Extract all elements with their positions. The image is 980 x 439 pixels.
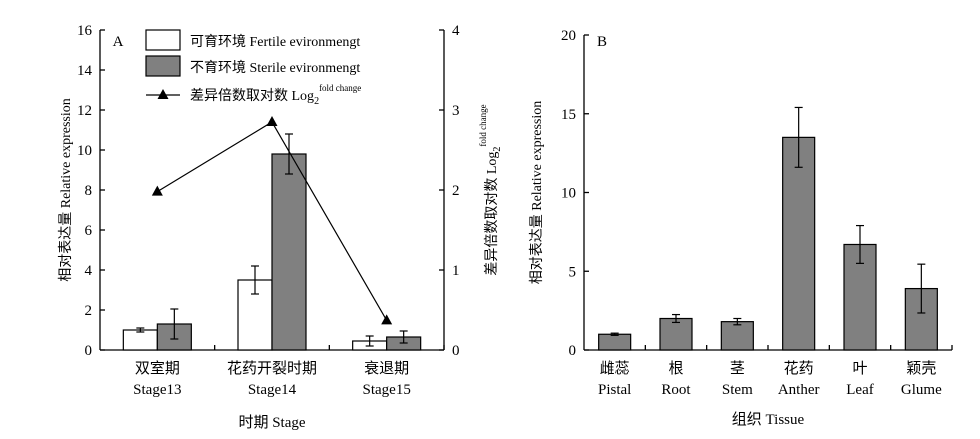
bar [659,317,693,351]
panel-a-y2-axis-title: 差异倍数取对数 Log2fold change [478,104,503,275]
panel-b-y-tick-label: 10 [561,186,576,202]
panel-b-y-tick-label: 5 [569,264,577,280]
bar [720,321,754,351]
panel-a-y-tick-label: 14 [77,63,93,79]
panel-b-category-label-cn: 雌蕊 [600,360,630,377]
panel-b-y-tick-label: 20 [561,28,576,44]
panel-a-y-tick-label: 10 [77,143,92,159]
legend-triangle-swatch [157,89,169,99]
panel-b-category-label-cn: 花药 [784,360,814,377]
panel-a-y2-tick-label: 2 [452,183,460,199]
panel-a-y-tick-label: 16 [77,23,93,39]
legend-label-fold-change: 差异倍数取对数 Log2fold change [190,83,361,107]
panel-b-category-label-cn: 茎 [730,360,745,377]
bar [122,329,158,351]
panel-a-y2-tick-label: 3 [452,103,460,119]
panel-b-y-tick-label: 0 [569,343,577,359]
panel-a-y-tick-label: 0 [85,343,93,359]
bar [271,153,307,351]
panel-a-y-tick-label: 8 [85,183,93,199]
legend-label-fertile: 可育环境 Fertile evironmengt [190,34,360,50]
panel-b-category-label: Stem [722,382,753,398]
panel-b-x-axis-title: 组织 Tissue [732,411,805,428]
legend-swatch-fertile [145,29,181,51]
legend-swatch-sterile [145,55,181,77]
panel-a-category-label-cn: 衰退期 [364,360,409,377]
panel-a-y-axis-title: 相对表达量 Relative expression [58,98,74,282]
panel-a-category-label-cn: 双室期 [135,360,180,377]
fold-change-point [266,116,278,126]
fold-change-point [151,185,163,196]
fold-change-point [381,314,393,325]
panel-b-category-label: Pistal [598,382,631,398]
panel-a-category-label: Stage13 [133,382,181,398]
bar [598,333,632,351]
panel-a-category-label: Stage14 [248,382,297,398]
panel-a-y2-tick-label: 0 [452,343,460,359]
panel-b-category-label: Leaf [846,382,873,398]
panel-a-category-label-cn: 花药开裂时期 [227,360,317,377]
panel-b-label: B [597,34,607,50]
panel-a-category-label: Stage15 [363,382,411,398]
panel-a-y-tick-label: 12 [77,103,92,119]
panel-b-category-label-cn: 叶 [852,360,867,377]
panel-a-y-tick-label: 2 [85,303,93,319]
panel-a-y-tick-label: 6 [85,223,93,239]
panel-b-category-label-cn: 颖壳 [906,360,936,377]
panel-a-y2-tick-label: 4 [452,23,460,39]
panel-a-y-tick-label: 4 [85,263,93,279]
panel-b-y-tick-label: 15 [561,107,576,123]
panel-a-label: A [113,34,124,50]
panel-b-category-label: Glume [901,382,942,398]
panel-a-x-axis-title: 时期 Stage [238,414,305,431]
panel-b-category-label: Root [661,382,691,398]
legend-label-sterile: 不育环境 Sterile evironmengt [190,60,360,76]
panel-b-y-axis-title: 相对表达量 Relative expression [529,101,545,285]
bar [782,136,816,351]
panel-b-category-label-cn: 根 [668,360,683,377]
panel-a-y2-tick-label: 1 [452,263,460,279]
panel-b-category-label: Anther [778,382,820,398]
